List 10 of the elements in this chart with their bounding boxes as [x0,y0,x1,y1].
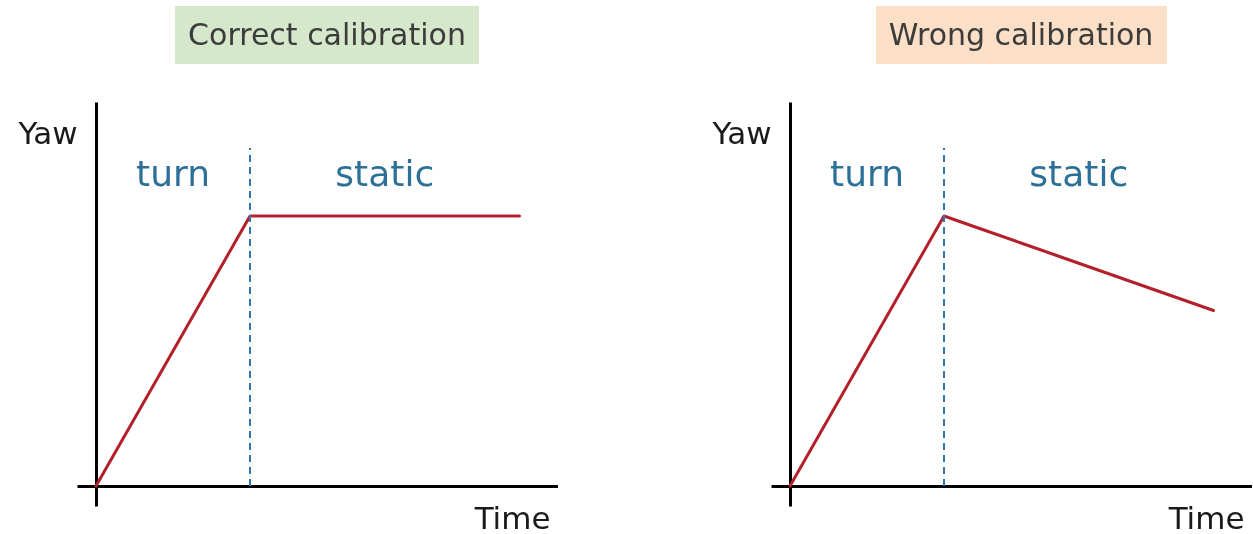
y-axis-title: Yaw [17,114,78,151]
x-axis-title: Time [1167,499,1245,534]
text: static [1029,153,1129,194]
chart-title: Correct calibration [188,17,466,52]
text: turn [830,153,904,194]
chart-title: Wrong calibration [888,17,1154,52]
x-axis-title: Time [473,499,551,534]
text: turn [136,153,210,194]
text: static [335,153,435,194]
y-axis-title: Yaw [711,114,772,151]
